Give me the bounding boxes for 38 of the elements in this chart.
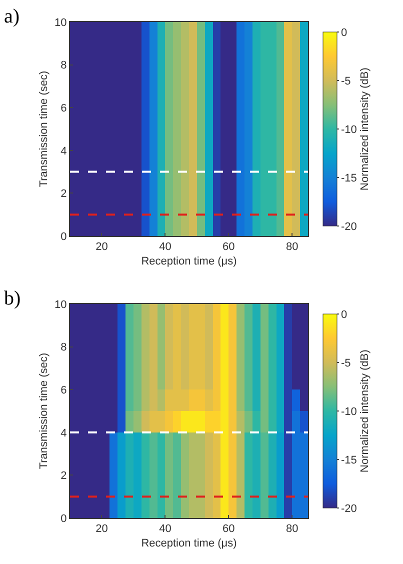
chart-title: a)	[4, 5, 20, 28]
x-axis-title: Reception time (μs)	[141, 537, 237, 550]
y-tick-label: 6	[60, 384, 67, 396]
y-tick-label: 0	[60, 512, 67, 525]
y-tick-label: 0	[60, 230, 67, 243]
color-bar-label: -10	[340, 124, 357, 136]
y-tick-label: 4	[60, 145, 67, 158]
color-bar-label: -5	[340, 75, 351, 88]
color-bar-label: -15	[340, 454, 357, 466]
y-tick-label: 10	[54, 298, 67, 311]
chart-title: b)	[4, 287, 21, 310]
x-tick-label: 80	[286, 241, 298, 254]
x-tick-label: 20	[96, 241, 108, 254]
color-bar-title: Normalized intensity (dB)	[358, 68, 371, 190]
y-tick-label: 8	[60, 342, 67, 354]
y-tick-label: 2	[60, 188, 67, 200]
x-tick-label: 60	[222, 523, 235, 536]
x-tick-label: 60	[222, 241, 235, 254]
x-tick-label: 80	[286, 523, 298, 536]
color-bar-label: 0	[340, 26, 348, 39]
color-bar-label: -5	[340, 357, 351, 370]
y-tick-label: 2	[60, 470, 67, 482]
x-axis-title: Reception time (μs)	[141, 255, 237, 268]
y-tick-label: 4	[60, 427, 67, 440]
color-bar-title: Normalized intensity (dB)	[358, 350, 371, 472]
x-tick-label: 40	[159, 523, 172, 536]
y-axis-title: Transmission time (sec)	[38, 352, 50, 470]
color-bar-label: 0	[340, 308, 348, 321]
color-bar-label: -15	[340, 172, 357, 184]
y-tick-label: 6	[60, 102, 67, 114]
x-tick-label: 40	[159, 241, 172, 254]
color-bar-label: -20	[340, 220, 357, 233]
color-bar-label: -10	[340, 406, 357, 418]
y-axis-title: Transmission time (sec)	[38, 70, 50, 188]
x-tick-label: 20	[96, 523, 108, 536]
y-tick-label: 10	[54, 16, 67, 29]
color-bar-label: -20	[340, 502, 357, 515]
y-tick-label: 8	[60, 60, 67, 72]
